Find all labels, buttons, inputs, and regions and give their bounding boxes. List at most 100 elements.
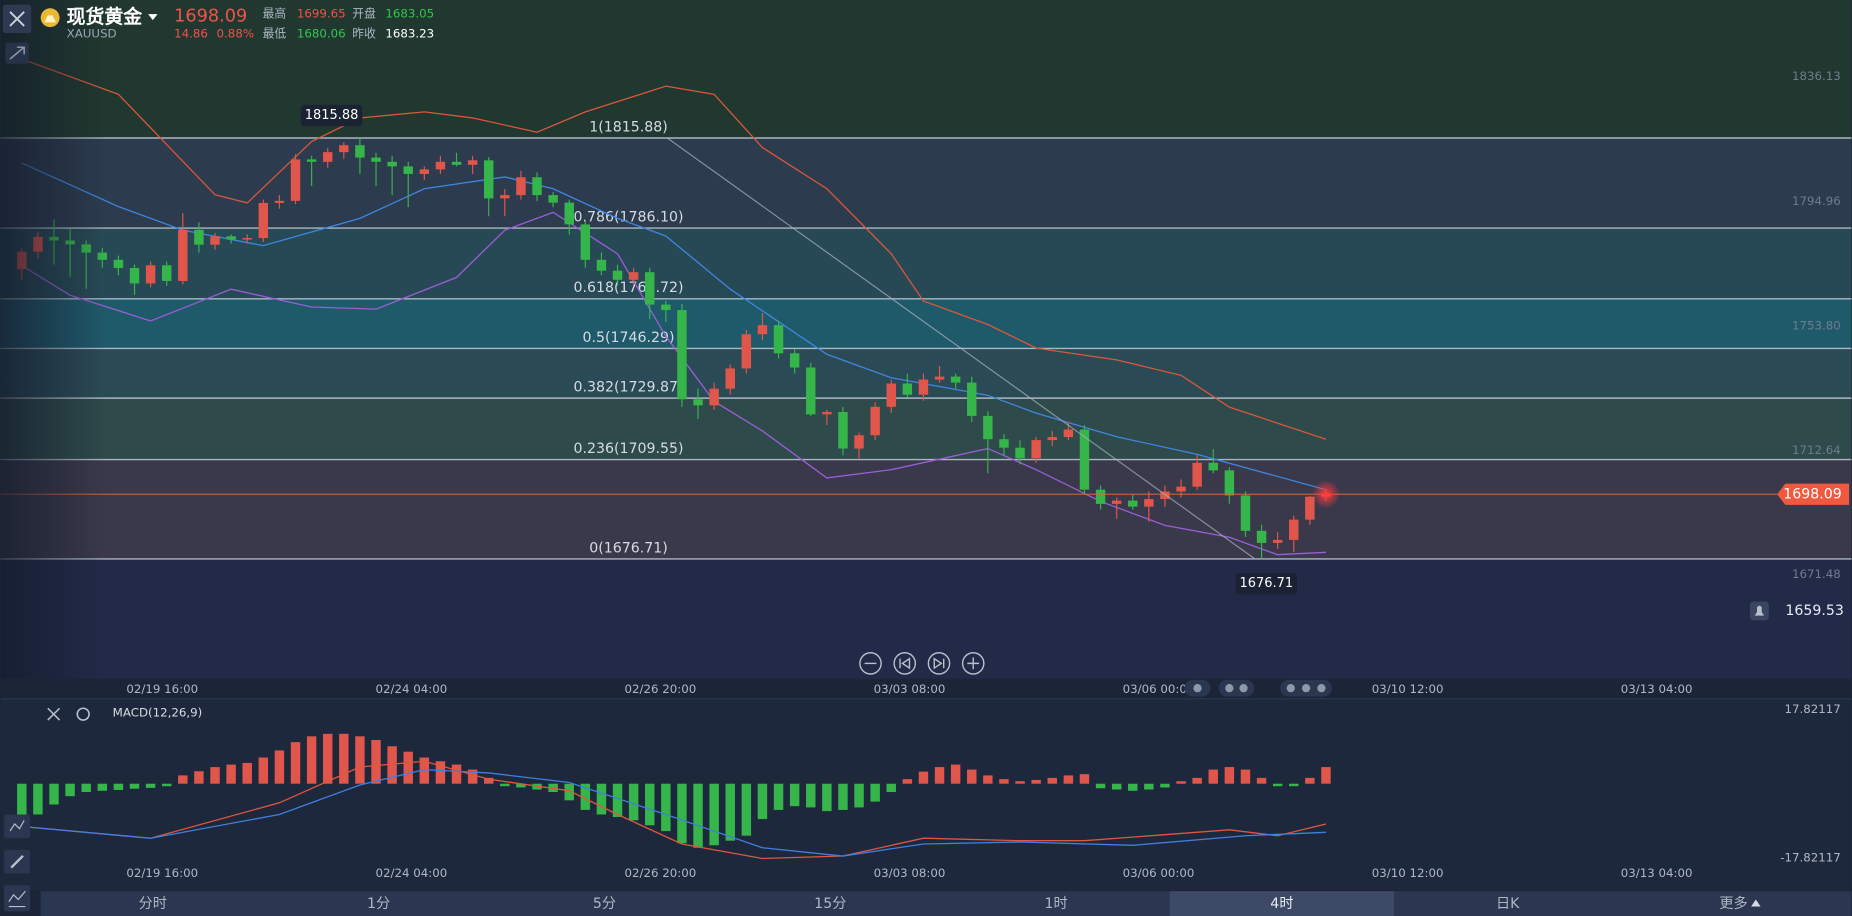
tab-bar bbox=[40, 891, 1852, 916]
dropdown-arrow[interactable] bbox=[148, 14, 158, 21]
candle-body bbox=[161, 265, 172, 281]
fib-band bbox=[0, 459, 1852, 559]
candle-body bbox=[1256, 530, 1267, 543]
dot-group[interactable] bbox=[1218, 679, 1255, 697]
candle-body bbox=[403, 166, 413, 174]
candle-body bbox=[194, 229, 204, 245]
histogram-bar bbox=[33, 783, 43, 815]
histogram-bar bbox=[612, 783, 623, 817]
x-tick-label: 03/03 08:00 bbox=[874, 682, 946, 696]
candle-body bbox=[113, 259, 124, 268]
candle-body bbox=[1240, 495, 1251, 531]
histogram-bar bbox=[161, 783, 172, 787]
price-glow bbox=[1311, 480, 1341, 509]
histogram-bar bbox=[258, 757, 269, 784]
more-arrow[interactable] bbox=[1751, 899, 1761, 907]
histogram-bar bbox=[484, 777, 494, 784]
histogram-bar bbox=[403, 751, 413, 784]
candle-body bbox=[934, 376, 945, 380]
candle-body bbox=[677, 310, 687, 400]
zoom-out-button[interactable] bbox=[859, 652, 882, 675]
tab-label[interactable]: 15分 bbox=[814, 896, 846, 912]
histogram-bar bbox=[1224, 767, 1235, 784]
candle-body bbox=[1111, 500, 1122, 504]
close-indicator[interactable] bbox=[47, 707, 61, 721]
histogram-bar bbox=[725, 783, 735, 841]
dot bbox=[1286, 684, 1295, 693]
histogram-bar bbox=[677, 783, 687, 844]
y-tick-label: 1753.80 bbox=[1792, 318, 1841, 332]
candle-body bbox=[564, 202, 574, 225]
bell-icon bbox=[1754, 605, 1765, 616]
x-tick-label: 02/19 16:00 bbox=[126, 682, 198, 696]
candle-body bbox=[1160, 491, 1170, 500]
histogram-bar bbox=[918, 771, 929, 784]
last-price: 1698.09 bbox=[174, 7, 247, 27]
tab-active[interactable] bbox=[1169, 891, 1395, 916]
histogram-bar bbox=[999, 779, 1009, 784]
tab-label[interactable]: 1时 bbox=[1044, 896, 1067, 912]
histogram-bar bbox=[1015, 781, 1025, 784]
histogram-bar bbox=[322, 733, 333, 784]
histogram-bar bbox=[290, 742, 301, 784]
y-tick-label: 1671.48 bbox=[1792, 567, 1841, 581]
stat-label: 昨收 bbox=[352, 27, 376, 41]
candle-body bbox=[1047, 437, 1057, 441]
histogram-bar bbox=[355, 736, 365, 784]
candle-body bbox=[1208, 462, 1218, 471]
candle-body bbox=[1095, 489, 1106, 504]
tab-label[interactable]: 1分 bbox=[367, 896, 390, 912]
histogram-bar bbox=[870, 783, 880, 802]
band-line bbox=[21, 58, 1327, 440]
zoom-in-button[interactable] bbox=[961, 652, 985, 675]
tab-label[interactable]: 分时 bbox=[139, 896, 167, 912]
tab-label[interactable]: 日K bbox=[1496, 896, 1520, 912]
candle-body bbox=[693, 399, 703, 406]
candle-body bbox=[178, 229, 188, 281]
y-tick-label: 1712.64 bbox=[1792, 443, 1841, 457]
candle-body bbox=[548, 195, 558, 203]
macd-panel: MACD(12,26,9) 17.82117 -17.82117 02/19 16:0… bbox=[17, 702, 1841, 880]
settings-icon[interactable] bbox=[76, 707, 90, 721]
histogram-bar bbox=[371, 740, 381, 784]
histogram-bar bbox=[1192, 777, 1202, 784]
candle-body bbox=[999, 439, 1009, 448]
histogram-bar bbox=[1079, 774, 1090, 784]
stat-label: 最低 bbox=[263, 27, 287, 41]
candle-body bbox=[484, 160, 494, 199]
tab-label[interactable]: 5分 bbox=[593, 896, 616, 912]
fib-band bbox=[0, 0, 1852, 138]
candle-body bbox=[129, 267, 140, 284]
tool-icon bbox=[9, 820, 25, 832]
histogram-bar bbox=[757, 783, 768, 820]
candle-body bbox=[870, 406, 880, 436]
fib-label: 0.236(1709.55) bbox=[573, 441, 683, 457]
histogram-bar bbox=[741, 783, 752, 836]
candle-body bbox=[983, 415, 993, 440]
candle-body bbox=[242, 238, 252, 240]
forward-button[interactable] bbox=[927, 652, 951, 675]
tab-label[interactable]: 4时 bbox=[1270, 896, 1293, 912]
indicator-title: MACD(12,26,9) bbox=[113, 705, 203, 719]
candle-body bbox=[1192, 462, 1202, 487]
instrument-name[interactable]: 现货黄金 bbox=[67, 5, 143, 28]
histogram-bar bbox=[226, 764, 236, 784]
fib-label: 1(1815.88) bbox=[589, 119, 668, 135]
candle-body bbox=[950, 376, 961, 383]
high-badge bbox=[300, 104, 363, 127]
candle-body bbox=[645, 272, 655, 305]
x-tick-label: 02/24 04:00 bbox=[375, 866, 447, 880]
fib-label: 0.786(1786.10) bbox=[573, 209, 683, 225]
low-badge bbox=[1235, 573, 1297, 595]
macd-line bbox=[21, 760, 1327, 860]
histogram-bar bbox=[129, 783, 140, 789]
histogram-bar bbox=[1128, 783, 1138, 791]
rewind-button[interactable] bbox=[893, 652, 917, 675]
tab-label[interactable]: 更多 bbox=[1719, 895, 1747, 912]
candle-body bbox=[322, 152, 333, 162]
symbol: XAUUSD bbox=[67, 27, 117, 41]
fib-label: 0.382(1729.87) bbox=[573, 380, 683, 396]
candle-body bbox=[290, 159, 301, 201]
trend-line bbox=[667, 137, 1255, 559]
